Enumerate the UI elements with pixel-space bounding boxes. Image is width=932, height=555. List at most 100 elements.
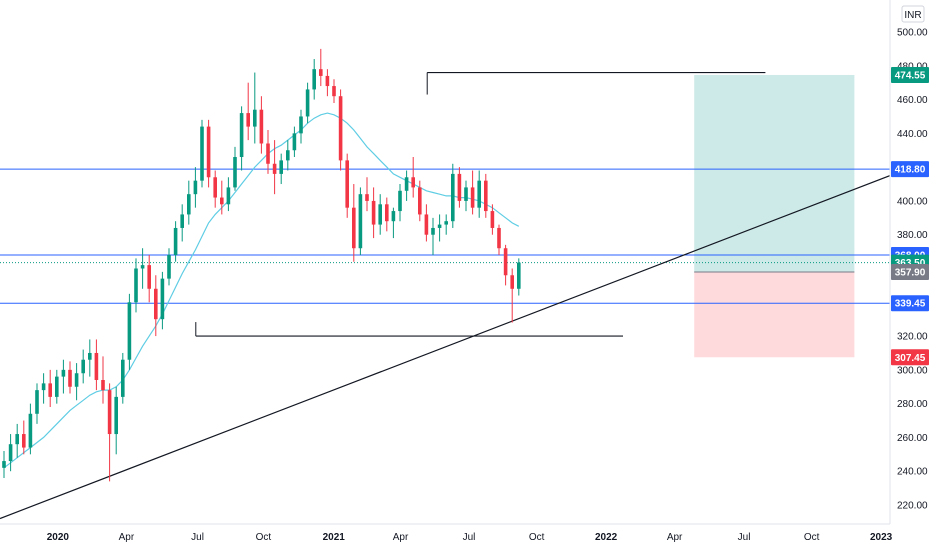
candle-67 [444, 214, 448, 235]
candle-29 [193, 167, 198, 208]
candle-34 [226, 177, 231, 212]
candle-70 [464, 180, 468, 212]
candle-74 [490, 204, 495, 235]
candle-body [233, 157, 237, 188]
candle-body [510, 275, 514, 289]
candle-body [121, 359, 125, 397]
candle-body [358, 194, 363, 249]
candle-body [444, 221, 448, 225]
candle-23 [154, 275, 158, 337]
candle-body [193, 180, 198, 195]
x-tick-label: Apr [393, 532, 409, 543]
candle-body [220, 197, 224, 205]
x-tick-label: Jul [463, 532, 476, 543]
candle-24 [160, 271, 165, 330]
price-badge-1: 418.80 [891, 161, 929, 178]
candle-body [15, 434, 19, 445]
y-tick-label: 300.00 [897, 365, 928, 376]
candle-body [398, 190, 402, 212]
candle-12 [81, 349, 85, 384]
candle-body [319, 69, 323, 76]
candle-1 [8, 434, 13, 472]
candle-56 [371, 187, 376, 239]
candle-30 [200, 119, 204, 188]
candle-15 [101, 356, 105, 404]
candle-35 [233, 146, 237, 191]
candle-body [477, 180, 481, 208]
candle-body [88, 352, 92, 360]
candle-body [213, 177, 217, 198]
candle-64 [424, 204, 429, 242]
currency-label-box[interactable]: INR [901, 5, 925, 23]
candle-body [418, 187, 422, 215]
moving-average-line [3, 112, 520, 469]
candle-10 [68, 361, 72, 394]
candle-body [305, 89, 310, 117]
candle-body [61, 369, 66, 377]
candle-41 [272, 140, 277, 195]
candle-body [55, 376, 59, 397]
candle-28 [187, 180, 191, 225]
candle-0 [2, 450, 6, 478]
candle-75 [497, 224, 501, 255]
candle-body [8, 444, 13, 462]
candle-body [48, 383, 52, 397]
candle-65 [431, 217, 435, 255]
candle-body [187, 194, 191, 215]
candle-body [160, 278, 165, 320]
price-badge-bg [891, 264, 929, 281]
candle-25 [167, 248, 171, 286]
candle-body [154, 288, 158, 320]
candle-22 [147, 254, 151, 303]
candle-body [107, 390, 112, 435]
candle-45 [299, 109, 303, 144]
stop-zone[interactable] [694, 272, 855, 358]
trendline[interactable] [0, 175, 891, 520]
candle-8 [55, 369, 59, 404]
candle-body [101, 379, 105, 391]
candle-body [35, 390, 39, 414]
candle-61 [404, 170, 409, 201]
candle-31 [206, 119, 211, 188]
candle-body [28, 413, 33, 448]
target-zone[interactable] [694, 74, 855, 273]
candle-body [22, 434, 26, 448]
candle-7 [48, 369, 52, 408]
candle-body [404, 177, 409, 191]
y-tick-label: 260.00 [897, 433, 928, 444]
price-badge-label: 418.80 [895, 165, 926, 176]
candle-body [246, 113, 250, 127]
y-tick-label: 460.00 [897, 95, 928, 106]
price-badge-bg [891, 295, 929, 312]
candle-54 [358, 187, 363, 255]
x-tick-label: 2023 [870, 532, 893, 543]
price-badge-label: 339.45 [895, 299, 926, 310]
candle-36 [239, 106, 244, 171]
candle-69 [457, 167, 462, 208]
candle-body [451, 173, 455, 222]
candle-body [378, 204, 382, 225]
candle-44 [292, 126, 297, 158]
candle-body [484, 180, 488, 212]
x-tick-label: 2022 [595, 532, 618, 543]
candle-2 [15, 423, 19, 458]
candle-body [140, 265, 145, 269]
candle-body [503, 248, 508, 276]
candle-body [371, 200, 376, 225]
candle-13 [88, 339, 92, 377]
candle-60 [398, 184, 402, 222]
candle-body [81, 359, 85, 374]
candle-body [431, 227, 435, 235]
x-tick-label: Jul [191, 532, 204, 543]
price-badge-bg [891, 161, 929, 178]
y-tick-label: 440.00 [897, 129, 928, 140]
price-badge-5: 339.45 [891, 295, 929, 312]
candle-body [134, 268, 138, 303]
candle-14 [94, 339, 99, 391]
candle-body [94, 352, 99, 380]
candle-body [200, 126, 204, 181]
candle-body [457, 173, 462, 201]
candle-body [490, 211, 495, 228]
candle-58 [385, 197, 389, 232]
